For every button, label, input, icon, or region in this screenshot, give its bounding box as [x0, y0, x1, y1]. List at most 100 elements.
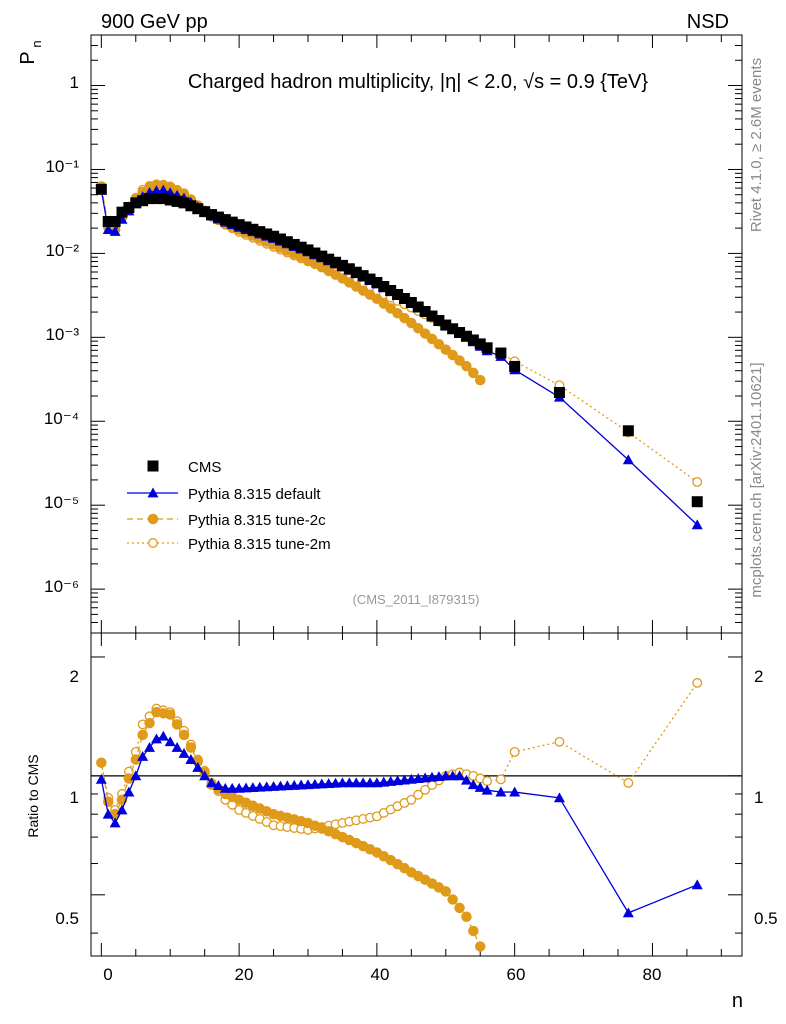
- data-point-tune-2c: [392, 307, 403, 319]
- legend-entry-tune-2c: Pythia 8.315 tune-2c: [127, 512, 326, 529]
- data-point-tune-2c: [426, 333, 438, 345]
- ratio-point-tune-2m: [420, 784, 431, 795]
- data-point-cms: [385, 284, 397, 296]
- ratio-point-tune-2m: [692, 677, 703, 688]
- ratio-point-default: [481, 784, 493, 795]
- main-series-default: [95, 184, 703, 530]
- ratio-plot-panel: [90, 632, 743, 957]
- data-point-cms: [398, 292, 410, 304]
- data-point-cms: [553, 387, 565, 399]
- legend-symbol-tune-2c: [147, 513, 159, 525]
- data-point-default: [102, 224, 114, 235]
- data-point-cms: [261, 228, 273, 240]
- ratio-point-default: [460, 774, 472, 785]
- data-point-default: [691, 519, 703, 530]
- main-line-tune-2c: [100, 184, 481, 381]
- data-point-cms: [247, 223, 259, 235]
- legend-entry-tune-2m: Pythia 8.315 tune-2m: [127, 536, 331, 553]
- ratio-point-default: [622, 907, 634, 918]
- ratio-point-default: [95, 773, 107, 784]
- plot-title: Charged hadron multiplicity, |η| < 2.0, …: [188, 71, 648, 93]
- ratio-point-tune-2c: [96, 757, 107, 768]
- data-point-cms: [495, 347, 507, 359]
- data-point-cms: [316, 250, 328, 262]
- data-point-cms: [392, 288, 404, 300]
- data-point-cms: [405, 296, 417, 308]
- main-y-tick-label-1e-6: 10⁻⁶: [44, 577, 79, 596]
- data-point-cms: [102, 215, 114, 227]
- x-tick-label-0: 0: [103, 965, 112, 984]
- data-point-cms: [199, 206, 211, 218]
- data-point-cms: [219, 214, 231, 226]
- main-y-tick-label-1e-3: 10⁻³: [45, 325, 79, 344]
- data-point-cms: [440, 319, 452, 331]
- ratio-point-tune-2m: [554, 736, 565, 747]
- data-point-cms: [364, 273, 376, 285]
- ratio-point-default: [137, 750, 149, 761]
- ratio-point-default: [357, 777, 369, 788]
- ratio-point-default: [102, 808, 114, 819]
- ratio-point-default: [509, 786, 521, 797]
- x-tick-label-20: 20: [235, 965, 254, 984]
- data-point-cms: [288, 238, 300, 250]
- ratio-point-tune-2c: [454, 902, 465, 914]
- data-point-cms: [116, 206, 128, 218]
- ratio-point-default: [116, 804, 128, 815]
- ratio-point-tune-2m: [406, 794, 417, 805]
- data-point-cms: [95, 183, 107, 195]
- data-point-cms: [144, 193, 156, 205]
- ratio-y-tick-label-2-right: 2: [754, 667, 763, 686]
- data-point-cms: [509, 360, 521, 372]
- data-point-cms: [206, 209, 218, 221]
- main-series-cms: [95, 183, 703, 508]
- data-point-cms: [137, 195, 149, 207]
- ratio-point-tune-2c: [178, 729, 190, 741]
- main-y-tick-label-1e-4: 10⁻⁴: [44, 409, 79, 428]
- data-point-cms: [426, 310, 438, 322]
- main-series-group: [95, 179, 703, 530]
- data-point-cms: [309, 247, 321, 259]
- ratio-y-tick-label-05-right: 0.5: [754, 909, 778, 928]
- data-point-cms: [378, 280, 390, 292]
- data-point-cms: [302, 244, 314, 256]
- legend-marker-default: [127, 487, 178, 498]
- ratio-y-tick-label-1-right: 1: [754, 788, 763, 807]
- data-point-cms: [357, 270, 369, 282]
- legend-entry-cms: CMS: [147, 459, 221, 476]
- ratio-point-tune-2m: [623, 777, 634, 788]
- legend-marker-cms-square: [147, 460, 159, 472]
- data-point-cms: [412, 301, 424, 313]
- data-point-cms: [185, 200, 197, 212]
- ratio-point-default: [495, 786, 507, 797]
- data-point-tune-2c: [454, 355, 465, 366]
- ratio-point-default: [109, 817, 121, 828]
- header-left-label: 900 GeV pp: [101, 11, 208, 33]
- ratio-point-default: [336, 777, 348, 788]
- legend: CMS Pythia 8.315 default Pythia 8.315 tu…: [127, 459, 331, 553]
- x-axis-label: n: [732, 990, 743, 1012]
- ratio-point-tune-2m: [413, 789, 424, 800]
- data-point-cms: [467, 334, 479, 346]
- ratio-point-default: [144, 741, 156, 752]
- data-point-tune-2m: [692, 476, 703, 487]
- ratio-y-tick-label-05-left: 0.5: [55, 909, 79, 928]
- ratio-point-tune-2c: [474, 941, 486, 952]
- analysis-id-label: (CMS_2011_I879315): [353, 592, 480, 607]
- x-tick-label-40: 40: [371, 965, 390, 984]
- header-right-label: NSD: [687, 11, 729, 33]
- data-point-cms: [419, 306, 431, 318]
- data-point-cms: [343, 263, 355, 275]
- data-point-cms: [691, 496, 703, 508]
- legend-marker-tune-2m: [127, 538, 178, 548]
- data-point-cms: [622, 425, 634, 437]
- x-tick-label-60: 60: [507, 965, 526, 984]
- data-point-default: [157, 184, 169, 195]
- data-point-default: [109, 225, 121, 236]
- ratio-point-tune-2c: [171, 719, 183, 730]
- data-point-tune-2c: [461, 360, 472, 372]
- ratio-point-tune-2c: [461, 911, 472, 922]
- ratio-point-default: [219, 782, 231, 793]
- data-point-cms: [474, 338, 486, 350]
- main-plot-ticks: [91, 34, 742, 634]
